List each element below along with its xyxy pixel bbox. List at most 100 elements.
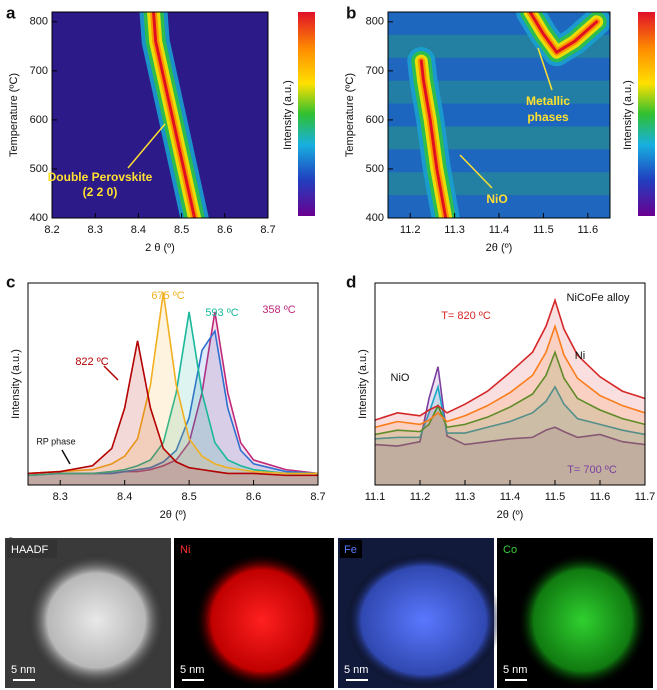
x-tick-label: 11.6 <box>590 491 611 503</box>
annotation-arrow <box>127 123 166 169</box>
annotation: T= 820 ºC <box>441 310 491 322</box>
y-tick-label: 400 <box>30 212 48 224</box>
ridge <box>152 12 197 218</box>
x-tick-label: 8.4 <box>117 491 132 503</box>
scale-bar-label: 5 nm <box>11 664 35 676</box>
series-area <box>375 352 645 485</box>
y-tick-label: 400 <box>366 212 384 224</box>
x-tick-label: 8.6 <box>246 491 261 503</box>
x-tick-label: 8.3 <box>53 491 68 503</box>
annotation: NiO <box>486 192 507 206</box>
y-tick-label: 600 <box>30 114 48 126</box>
x-tick-label: 11.6 <box>578 224 599 236</box>
panel-label: a <box>6 3 16 22</box>
tile-label: HAADF <box>11 544 49 556</box>
series-area <box>375 366 645 485</box>
series-line <box>28 292 318 475</box>
x-tick-label: 8.3 <box>88 224 103 236</box>
annotation: NiO <box>391 372 410 384</box>
x-tick-label: 8.5 <box>174 224 189 236</box>
tile-label: Co <box>503 544 517 556</box>
panel-label: b <box>346 3 356 22</box>
tile-label: Ni <box>180 544 190 556</box>
particle <box>345 553 502 688</box>
series-line <box>28 328 318 477</box>
colorbar <box>298 12 315 216</box>
tile-label: Fe <box>344 544 357 556</box>
x-tick-label: 8.7 <box>260 224 275 236</box>
x-tick-label: 11.2 <box>410 491 431 503</box>
x-tick-label: 11.7 <box>635 491 656 503</box>
heatmap-band <box>388 80 610 104</box>
colorbar-label: Intensity (a.u.) <box>282 80 294 150</box>
scale-bar-label: 5 nm <box>180 664 204 676</box>
tile-label-bg <box>499 540 521 558</box>
series-line <box>375 297 645 421</box>
plot-frame <box>27 282 319 486</box>
plot-frame <box>51 11 269 219</box>
annotation: NiCoFe alloy <box>567 292 630 304</box>
series-area <box>375 326 645 485</box>
y-axis-label: Intensity (a.u.) <box>10 349 22 419</box>
x-tick-label: 8.4 <box>131 224 146 236</box>
annotation: (2 2 0) <box>83 185 118 199</box>
x-tick-label: 8.7 <box>310 491 325 503</box>
ridge <box>419 59 448 218</box>
panel-label: c <box>6 272 15 291</box>
scale-bar-label: 5 nm <box>344 664 368 676</box>
x-tick-label: 11.5 <box>533 224 554 236</box>
plot-area <box>28 292 318 485</box>
annotation: RP phase <box>36 436 75 446</box>
ridge <box>528 12 599 55</box>
x-tick-label: 8.6 <box>217 224 232 236</box>
x-tick-label: 11.4 <box>489 224 510 236</box>
annotation: 822 ºC <box>75 356 108 368</box>
annotation-arrow <box>459 154 493 189</box>
y-axis-label: Temperature (ºC) <box>8 73 20 157</box>
particle <box>194 553 330 688</box>
y-axis-label: Intensity (a.u.) <box>357 349 369 419</box>
y-tick-label: 700 <box>30 65 48 77</box>
x-axis-label: 2θ (º) <box>160 509 187 521</box>
x-tick-label: 11.4 <box>500 491 521 503</box>
series-line <box>28 340 318 477</box>
tile-label-bg <box>7 540 57 558</box>
y-tick-label: 500 <box>30 163 48 175</box>
x-tick-label: 8.5 <box>181 491 196 503</box>
series-line <box>375 366 645 447</box>
annotation-arrow <box>103 365 119 381</box>
y-tick-label: 600 <box>366 114 384 126</box>
annotation: Ni <box>575 350 585 362</box>
tile-label-bg <box>176 540 198 558</box>
x-axis-label: 2 θ (º) <box>145 242 175 254</box>
colorbar-label: Intensity (a.u.) <box>622 80 634 150</box>
plot-area <box>375 297 645 485</box>
x-tick-label: 11.2 <box>400 224 421 236</box>
x-tick-label: 11.3 <box>455 491 476 503</box>
scale-bar-label: 5 nm <box>503 664 527 676</box>
annotation: 675 ºC <box>151 290 184 302</box>
annotation: 593 ºC <box>205 307 238 319</box>
particle <box>26 553 167 688</box>
y-tick-label: 800 <box>366 16 384 28</box>
x-tick-label: 11.3 <box>444 224 465 236</box>
series-area <box>375 300 645 485</box>
plot-area <box>388 12 610 218</box>
annotation: T= 700 ºC <box>567 464 617 476</box>
series-area <box>28 311 318 485</box>
annotation: Double Perovskite <box>48 170 153 184</box>
x-tick-label: 11.1 <box>365 491 386 503</box>
series-line <box>28 311 318 477</box>
y-axis-label: Temperature (ºC) <box>344 73 356 157</box>
plot-area <box>52 12 268 218</box>
annotation: 358 ºC <box>262 304 295 316</box>
x-axis-label: 2θ (º) <box>497 509 524 521</box>
series-line <box>375 323 645 429</box>
y-tick-label: 700 <box>366 65 384 77</box>
x-tick-label: 11.5 <box>545 491 566 503</box>
panel-label: d <box>346 272 356 291</box>
x-tick-label: 8.2 <box>44 224 59 236</box>
colorbar <box>638 12 655 216</box>
annotation: Metallic <box>526 94 570 108</box>
